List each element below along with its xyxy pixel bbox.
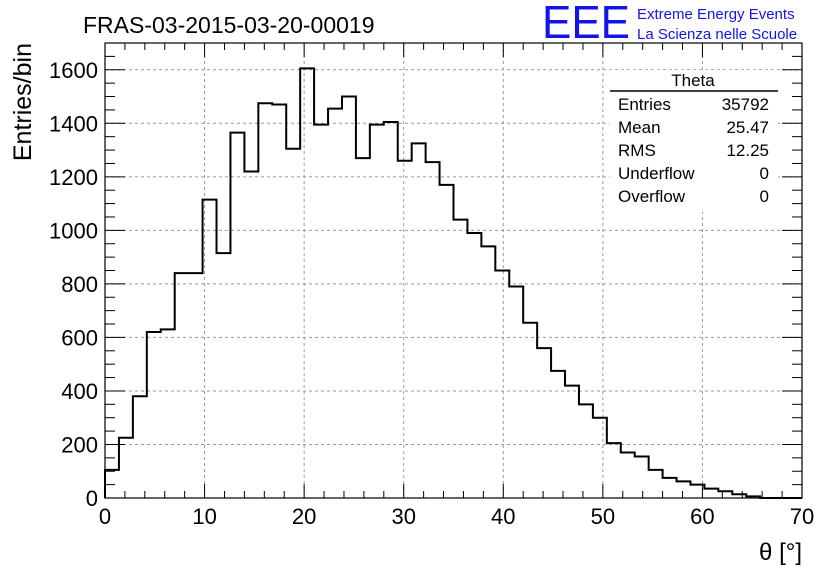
stats-label: RMS [618, 141, 656, 160]
eee-logo: EEE [542, 0, 630, 48]
histogram-bin [509, 287, 523, 498]
histogram-bin [175, 273, 189, 498]
histogram-bin [635, 457, 649, 498]
x-axis-label: θ [°] [759, 539, 802, 566]
histogram-bin [663, 478, 677, 498]
x-tick-label: 60 [690, 504, 714, 529]
x-tick-label: 50 [591, 504, 615, 529]
chart-title: FRAS-03-2015-03-20-00019 [83, 12, 375, 38]
histogram-bin [328, 109, 342, 498]
histogram-bin [690, 485, 704, 498]
histogram-bin [704, 489, 718, 498]
histogram-bin [119, 438, 133, 498]
histogram-bin [607, 443, 621, 498]
histogram-bin [454, 220, 468, 498]
y-tick-label: 1200 [49, 165, 98, 190]
histogram-bin [398, 161, 412, 498]
histogram-bin [732, 494, 746, 498]
histogram-bin [551, 371, 565, 498]
grid-lines [105, 43, 802, 498]
histogram-bin [189, 273, 203, 498]
histogram-bin [677, 481, 691, 498]
histogram-bin [481, 246, 495, 498]
histogram-bin [230, 133, 244, 498]
histogram-bin [384, 122, 398, 498]
stats-label: Mean [618, 118, 661, 137]
x-tick-label: 20 [292, 504, 316, 529]
y-tick-label: 1000 [49, 218, 98, 243]
stats-value: 0 [760, 187, 769, 206]
histogram-bin [565, 386, 579, 498]
histogram-bin [579, 404, 593, 498]
histogram-bin [161, 329, 175, 498]
histogram-bin [133, 396, 147, 498]
histogram-bin [593, 418, 607, 498]
stats-title: Theta [671, 71, 715, 90]
stats-box: Theta Entries 35792 Mean 25.47 RMS 12.25 Under… [610, 70, 778, 212]
histogram-series [104, 67, 802, 499]
histogram-bin [203, 200, 217, 498]
histogram-bin [746, 496, 760, 498]
x-tick-label: 10 [192, 504, 216, 529]
histogram-bin [495, 271, 509, 499]
logo-line-1: Extreme Energy Events [637, 6, 795, 23]
stats-value: 25.47 [726, 118, 769, 137]
y-tick-label: 800 [61, 272, 98, 297]
histogram-bin [649, 470, 663, 498]
histogram-bin [440, 185, 454, 498]
histogram-bin [300, 68, 314, 498]
y-tick-label: 1600 [49, 58, 98, 83]
axis-ticks: 0 10 20 30 40 50 60 70 0 200 400 600 800 1000 1200 1400… [49, 42, 814, 529]
y-tick-label: 400 [61, 379, 98, 404]
histogram-bin [718, 491, 732, 498]
histogram-bin [523, 323, 537, 498]
x-tick-label: 30 [391, 504, 415, 529]
stats-value: 0 [760, 164, 769, 183]
y-tick-label: 600 [61, 325, 98, 350]
histogram-bin [258, 103, 272, 498]
histogram-bin [272, 105, 286, 498]
histogram-bin [217, 253, 231, 498]
histogram-bin [370, 125, 384, 498]
histogram-bin [467, 233, 481, 498]
histogram-bin [244, 171, 258, 498]
x-tick-label: 0 [99, 504, 111, 529]
y-axis-label: Entries/bin [9, 43, 37, 161]
y-tick-label: 1400 [49, 111, 98, 136]
stats-label: Overflow [618, 187, 686, 206]
stats-label: Underflow [618, 164, 695, 183]
histogram-bin [147, 332, 161, 498]
histogram-bin [356, 158, 370, 498]
histogram-bin [621, 453, 635, 499]
stats-label: Entries [618, 95, 671, 114]
histogram-bin [412, 143, 426, 498]
logo-line-2: La Scienza nelle Scuole [637, 26, 797, 43]
histogram-bin [105, 470, 119, 498]
x-tick-label: 40 [491, 504, 515, 529]
y-tick-label: 0 [86, 486, 98, 511]
histogram-bin [286, 149, 300, 498]
stats-value: 12.25 [726, 141, 769, 160]
histogram-bin [426, 162, 440, 498]
stats-value: 35792 [722, 95, 769, 114]
histogram-bin [537, 348, 551, 498]
histogram-bin [342, 97, 356, 498]
histogram-bin [314, 125, 328, 498]
x-tick-label: 70 [790, 504, 814, 529]
y-tick-label: 200 [61, 432, 98, 457]
